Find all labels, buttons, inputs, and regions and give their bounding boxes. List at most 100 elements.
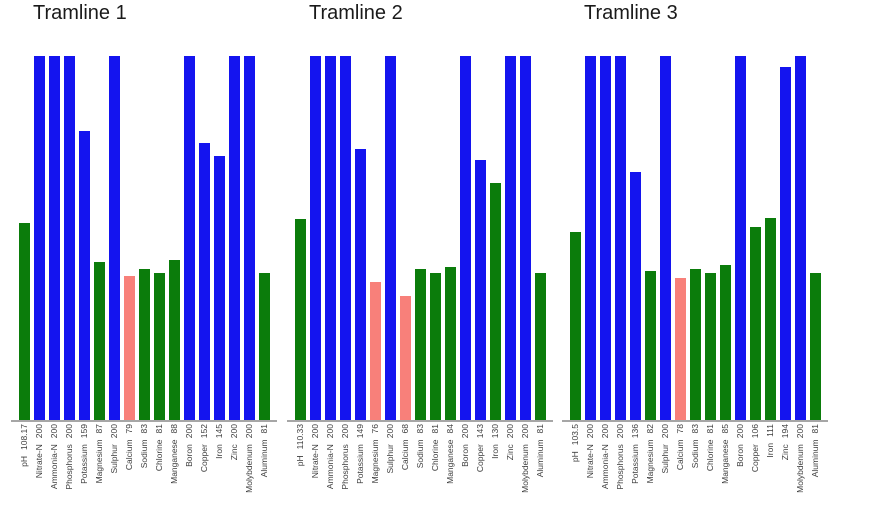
axis-label-slot: Iron 145 <box>214 424 225 508</box>
axis-label-value: 83 <box>690 424 700 434</box>
axis-label-chlorine: Chlorine 81 <box>428 424 443 508</box>
axis-label-zinc: Zinc 200 <box>227 424 242 508</box>
axis-label-name: Calcium <box>400 439 410 471</box>
bar-sulphur <box>109 56 120 420</box>
axis-label-sulphur: Sulphur 200 <box>658 424 673 508</box>
axis-label-slot: Zinc 194 <box>780 424 791 508</box>
axis-label-phosphorus: Phosphorus 200 <box>62 424 77 508</box>
bar-copper <box>475 160 486 420</box>
axis-label-name: Manganese <box>720 439 730 484</box>
bar-boron <box>184 56 195 420</box>
axis-label-slot: pH 103.5 <box>570 424 581 508</box>
axis-label-name: Aluminum <box>259 439 269 478</box>
axis-label-value: 200 <box>660 424 670 439</box>
axis-label-slot: Sodium 83 <box>415 424 426 508</box>
axis-label-nitrate-n: Nitrate-N 200 <box>308 424 323 508</box>
axis-label-value: 200 <box>735 424 745 439</box>
bar-zinc <box>505 56 516 420</box>
axis-label-slot: Molybdenum 200 <box>520 424 531 508</box>
axis-label-ammonia-n: Ammonia-N 200 <box>47 424 62 508</box>
axis-label-slot: Copper 152 <box>199 424 210 508</box>
axis-label-slot: Phosphorus 200 <box>64 424 75 508</box>
axis-label-calcium: Calcium 68 <box>398 424 413 508</box>
axis-label-value: 200 <box>600 424 610 439</box>
bar-ammonia-n <box>325 56 336 420</box>
axis-label-name: Phosphorus <box>340 444 350 490</box>
bar-nitrate-n <box>310 56 321 420</box>
axis-label-name: Potassium <box>355 444 365 484</box>
axis-label-name: Copper <box>475 444 485 473</box>
x-axis-line <box>287 420 553 422</box>
axis-label-name: Sodium <box>139 439 149 469</box>
bar-potassium <box>79 131 90 420</box>
axis-label-name: Iron <box>765 442 775 458</box>
axis-label-ph: pH 108.17 <box>17 424 32 508</box>
axis-label-value: 200 <box>460 424 470 439</box>
axis-label-value: 152 <box>199 424 209 439</box>
axis-label-value: 200 <box>385 424 395 439</box>
axis-label-value: 194 <box>780 424 790 439</box>
chart-title: Tramline 3 <box>584 2 678 24</box>
axis-label-slot: Phosphorus 200 <box>615 424 626 508</box>
axis-label-slot: Boron 200 <box>184 424 195 508</box>
chart-tramline-3: Tramline 3 pH 103.5 Nitrate-N 200 Ammonia-N 2… <box>562 0 832 509</box>
axis-label-name: Molybdenum <box>520 444 530 493</box>
axis-label-manganese: Manganese 88 <box>167 424 182 508</box>
axis-label-molybdenum: Molybdenum 200 <box>518 424 533 508</box>
axis-label-ammonia-n: Ammonia-N 200 <box>323 424 338 508</box>
bar-phosphorus <box>615 56 626 420</box>
axis-label-value: 200 <box>585 424 595 439</box>
axis-label-name: Copper <box>199 444 209 473</box>
axis-label-name: Sulphur <box>109 444 119 474</box>
bar-manganese <box>720 265 731 420</box>
bar-copper <box>199 143 210 420</box>
axis-label-name: Calcium <box>124 439 134 471</box>
bar-iron <box>490 183 501 420</box>
axis-label-sodium: Sodium 83 <box>688 424 703 508</box>
bar-molybdenum <box>244 56 255 420</box>
bar-aluminum <box>535 273 546 420</box>
axis-label-name: Chlorine <box>430 439 440 472</box>
axis-label-value: 81 <box>535 424 545 434</box>
axis-label-name: Magnesium <box>370 439 380 484</box>
axis-label-slot: Chlorine 81 <box>154 424 165 508</box>
axis-label-value: 81 <box>430 424 440 434</box>
axis-label-name: Boron <box>460 444 470 467</box>
axis-label-name: Chlorine <box>705 439 715 472</box>
axis-label-slot: Potassium 159 <box>79 424 90 508</box>
axis-label-name: Sodium <box>415 439 425 469</box>
axis-label-value: 83 <box>415 424 425 434</box>
bar-nitrate-n <box>585 56 596 420</box>
axis-label-boron: Boron 200 <box>182 424 197 508</box>
axis-label-slot: pH 108.17 <box>19 424 30 508</box>
axis-label-slot: Phosphorus 200 <box>340 424 351 508</box>
axis-label-aluminum: Aluminum 81 <box>808 424 823 508</box>
axis-label-slot: Calcium 78 <box>675 424 686 508</box>
axis-label-slot: Sulphur 200 <box>109 424 120 508</box>
axis-label-slot: Zinc 200 <box>229 424 240 508</box>
axis-label-value: 110.33 <box>295 424 305 450</box>
axis-label-copper: Copper 143 <box>473 424 488 508</box>
axis-label-value: 143 <box>475 424 485 439</box>
axis-label-slot: Aluminum 81 <box>810 424 821 508</box>
axis-label-name: Molybdenum <box>244 444 254 493</box>
axis-label-slot: Ammonia-N 200 <box>600 424 611 508</box>
axis-label-slot: Potassium 149 <box>355 424 366 508</box>
chart-title: Tramline 2 <box>309 2 403 24</box>
axis-label-value: 200 <box>520 424 530 439</box>
axis-label-magnesium: Magnesium 87 <box>92 424 107 508</box>
axis-label-slot: Magnesium 87 <box>94 424 105 508</box>
axis-label-value: 200 <box>795 424 805 439</box>
axis-label-name: Copper <box>750 444 760 473</box>
axis-label-slot: Sodium 83 <box>690 424 701 508</box>
axis-label-name: Manganese <box>169 439 179 484</box>
axis-label-magnesium: Magnesium 82 <box>643 424 658 508</box>
bar-aluminum <box>259 273 270 420</box>
axis-label-value: 111 <box>765 424 775 437</box>
axis-label-slot: Nitrate-N 200 <box>34 424 45 508</box>
axis-label-value: 200 <box>244 424 254 439</box>
axis-label-name: Sodium <box>690 439 700 469</box>
axis-label-name: Zinc <box>229 444 239 461</box>
bar-sodium <box>139 269 150 420</box>
axis-label-slot: Ammonia-N 200 <box>325 424 336 508</box>
